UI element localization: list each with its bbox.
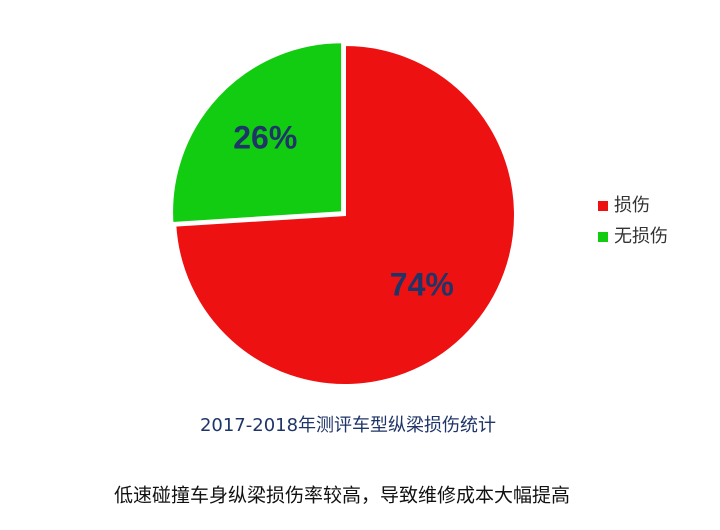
legend-label: 无损伤 xyxy=(614,226,668,247)
pie-slice xyxy=(174,43,516,386)
legend-label: 损伤 xyxy=(614,195,650,216)
annotation: 低速碰撞车身纵梁损伤率较高，导致维修成本大幅提高 xyxy=(114,485,570,507)
value-label: 74% xyxy=(390,267,454,303)
chart-title: 2017-2018年测评车型纵梁损伤统计 xyxy=(200,415,496,436)
legend-swatch xyxy=(598,232,608,242)
pie-slice xyxy=(171,41,344,224)
legend-swatch xyxy=(598,201,608,211)
value-label: 26% xyxy=(233,120,297,156)
